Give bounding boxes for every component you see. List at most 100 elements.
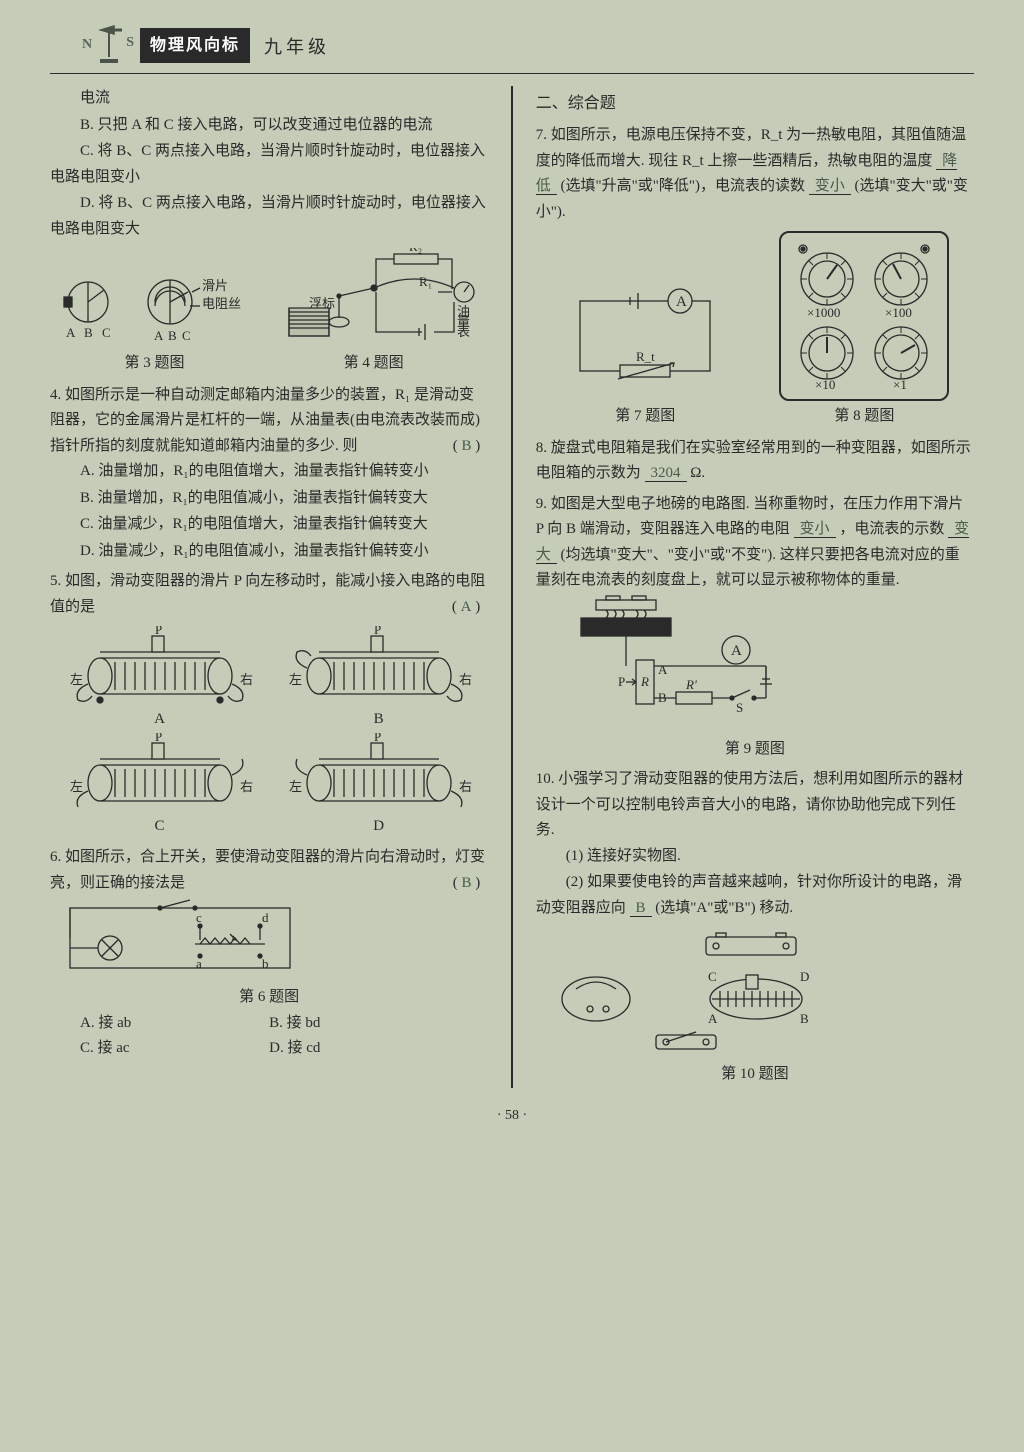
svg-text:b: b [262, 956, 269, 971]
q6-ans: B [461, 875, 471, 891]
title-badge: 物理风向标 [140, 28, 250, 63]
q5-stem: 5. 如图，滑动变阻器的滑片 P 向左移动时，能减小接入电路的电阻值的是 [50, 573, 485, 615]
fig7: A R_t 第 7 题图 [560, 271, 730, 430]
svg-text:R: R [640, 674, 649, 689]
svg-text:×10: ×10 [815, 377, 835, 391]
q3-intro: 电流 [50, 86, 488, 112]
q3-opt-c: C. 将 B、C 两点接入电路，当滑片顺时针旋动时，电位器接入电路电阻变小 [50, 139, 488, 190]
svg-text:左: 左 [70, 779, 83, 794]
columns: 电流 B. 只把 A 和 C 接入电路，可以改变通过电位器的电流 C. 将 B、… [50, 86, 974, 1088]
svg-text:P: P [374, 733, 381, 744]
svg-text:右: 右 [240, 779, 253, 794]
fig10: CD AB 第 10 题图 [536, 929, 974, 1088]
page-number: · 58 · [50, 1104, 974, 1128]
svg-text:R_t: R_t [636, 349, 655, 364]
q6-stem: 6. 如图所示，合上开关，要使滑动变阻器的滑片向右滑动时，灯变亮，则正确的接法是 [50, 849, 485, 891]
svg-text:P: P [155, 733, 162, 744]
svg-text:A: A [66, 325, 76, 340]
q9-mid1: ，电流表的示数 [839, 521, 944, 537]
fig4: R₂ R₁ 浮标 [269, 248, 479, 377]
svg-text:C: C [102, 325, 111, 340]
q4: 4. 如图所示是一种自动测定邮箱内油量多少的装置，R₁ 是滑动变阻器，它的金属滑… [50, 383, 488, 460]
q4-ans-paren: ( B ) [453, 434, 481, 460]
svg-text:右: 右 [459, 672, 472, 687]
svg-text:S: S [736, 700, 743, 715]
q5-c-label: C [60, 814, 260, 840]
q9-mid2: (均选填"变大"、"变小"或"不变"). 这样只要把各电流对应的重量刻在电流表的… [536, 547, 960, 589]
q5: 5. 如图，滑动变阻器的滑片 P 向左移动时，能减小接入电路的电阻值的是 ( A… [50, 569, 488, 620]
q10-p2b: (选填"A"或"B") 移动. [655, 900, 793, 916]
q4-b: B. 油量增加，R₁的电阻值减小，油量表指针偏转变大 [50, 486, 488, 512]
q5-figs: P 左 右 A P 左 右 B [50, 626, 488, 839]
svg-text:表: 表 [457, 324, 470, 339]
q5-fig-a: P 左 右 A [60, 626, 260, 733]
q5-fig-c: P 左 右 C [60, 733, 260, 840]
svg-text:×1: ×1 [893, 377, 907, 391]
q3-opt-b: B. 只把 A 和 C 接入电路，可以改变通过电位器的电流 [50, 113, 488, 139]
q5-d-label: D [279, 814, 479, 840]
fig-row-7-8: A R_t 第 7 题图 ×1000 ×100 [536, 231, 974, 430]
svg-text:R': R' [685, 677, 697, 692]
svg-text:c: c [196, 910, 202, 925]
q5-b-label: B [279, 707, 479, 733]
q6: 6. 如图所示，合上开关，要使滑动变阻器的滑片向右滑动时，灯变亮，则正确的接法是… [50, 845, 488, 896]
q5-ans-paren: ( A ) [452, 595, 480, 621]
svg-text:D: D [800, 969, 809, 984]
q7-stem-a: 7. 如图所示，电源电压保持不变，R_t 为一热敏电阻，其阻值随温度的降低而增大… [536, 127, 966, 169]
svg-text:B: B [800, 1011, 809, 1026]
svg-text:A: A [676, 294, 687, 310]
svg-text:d: d [262, 910, 269, 925]
q7-mid1: (选填"升高"或"降低")，电流表的读数 [561, 178, 805, 194]
svg-text:R₁: R₁ [419, 274, 432, 289]
q7: 7. 如图所示，电源电压保持不变，R_t 为一热敏电阻，其阻值随温度的降低而增大… [536, 123, 974, 225]
compass-icon: N S [80, 25, 140, 63]
q9: 9. 如图是大型电子地磅的电路图. 当称重物时，在压力作用下滑片 P 向 B 端… [536, 492, 974, 594]
fig7-cap: 第 7 题图 [560, 404, 730, 430]
svg-text:a: a [196, 956, 202, 971]
compass-s: S [126, 31, 134, 55]
q8-suffix: Ω. [690, 465, 705, 481]
q6-b: B. 接 bd [269, 1011, 488, 1037]
q6-a: A. 接 ab [50, 1011, 269, 1037]
q4-c: C. 油量减少，R₁的电阻值增大，油量表指针偏转变大 [50, 512, 488, 538]
fig4-cap: 第 4 题图 [269, 351, 479, 377]
q8-stem: 8. 旋盘式电阻箱是我们在实验室经常用到的一种变阻器，如图所示电阻箱的示数为 [536, 440, 971, 482]
svg-text:P: P [155, 626, 162, 637]
q10-p2: (2) 如果要使电铃的声音越来越响，针对你所设计的电路，滑动变阻器应向 B (选… [536, 870, 974, 921]
q6-d: D. 接 cd [269, 1036, 488, 1062]
fig10-cap: 第 10 题图 [536, 1062, 974, 1088]
header: N S 物理风向标 九年级 [50, 25, 974, 63]
svg-text:B: B [168, 328, 177, 343]
q5-ans: A [461, 599, 472, 615]
q4-d: D. 油量减少，R₁的电阻值减小，油量表指针偏转变小 [50, 539, 488, 565]
right-column: 二、综合题 7. 如图所示，电源电压保持不变，R_t 为一热敏电阻，其阻值随温度… [536, 86, 974, 1088]
svg-text:C: C [708, 969, 717, 984]
q6-opts-row1: A. 接 ab B. 接 bd [50, 1011, 488, 1037]
fig-row-3-4: A B C 滑片 电阻丝 A B [50, 248, 488, 377]
grade-label: 九年级 [264, 32, 330, 63]
svg-text:P: P [374, 626, 381, 637]
compass-n: N [82, 33, 92, 57]
fig8-cap: 第 8 题图 [779, 404, 949, 430]
header-rule [50, 73, 974, 74]
svg-text:R₂: R₂ [409, 248, 422, 254]
q9-blank1: 变小 [794, 521, 836, 538]
q6-cap: 第 6 题图 [50, 985, 488, 1011]
q5-fig-b: P 左 右 B [279, 626, 479, 733]
q6-c: C. 接 ac [50, 1036, 269, 1062]
fig3: A B C 滑片 电阻丝 A B [60, 262, 250, 377]
svg-text:×100: ×100 [885, 305, 912, 320]
svg-text:左: 左 [289, 672, 302, 687]
fig9: A PR B R' S A 第 9 题图 [536, 594, 974, 763]
svg-text:B: B [84, 325, 93, 340]
fig9-cap: 第 9 题图 [536, 737, 974, 763]
q6-ans-paren: ( B ) [453, 871, 481, 897]
fig4-svg: R₂ R₁ 浮标 [269, 248, 479, 348]
svg-text:左: 左 [70, 672, 83, 687]
q10-stem: 10. 小强学习了滑动变阻器的使用方法后，想利用如图所示的器材设计一个可以控制电… [536, 767, 974, 844]
page: N S 物理风向标 九年级 电流 B. 只把 A 和 C 接入电路，可以改变通过… [0, 0, 1024, 1147]
svg-text:右: 右 [240, 672, 253, 687]
q10-blank: B [630, 900, 652, 917]
fig3-svg: A B C 滑片 电阻丝 A B [60, 262, 250, 348]
svg-text:左: 左 [289, 779, 302, 794]
